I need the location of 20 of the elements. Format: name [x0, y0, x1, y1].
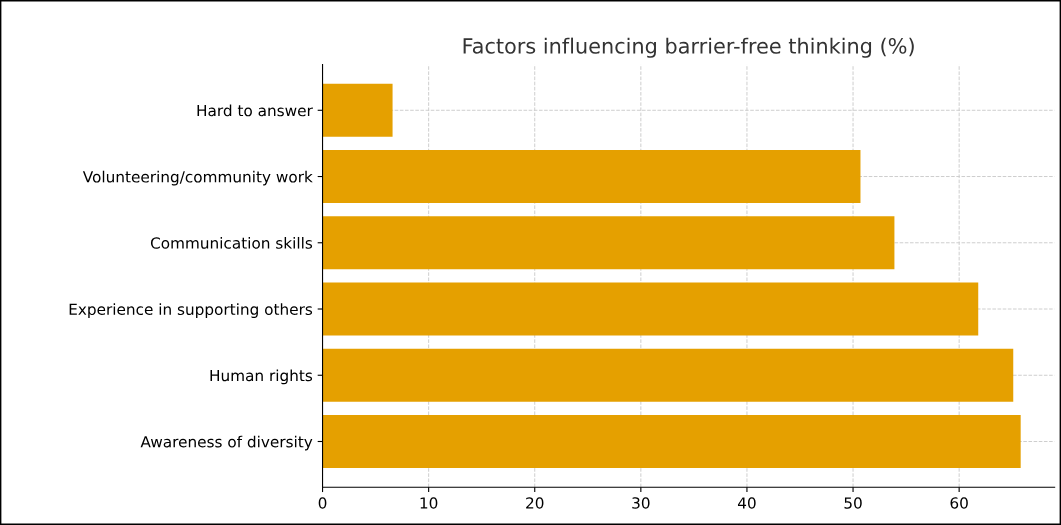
- x-tick-label: 20: [526, 497, 544, 509]
- x-tick-label: 50: [844, 497, 862, 509]
- x-tick-label: 10: [420, 497, 438, 509]
- x-tick-label: 40: [737, 497, 756, 509]
- bar: [322, 348, 1014, 402]
- chart-title: Factors influencing barrier-free thinking (%): [463, 37, 914, 58]
- bar: [322, 150, 861, 204]
- bar: [322, 282, 979, 336]
- y-tick-label: Communication skills: [150, 236, 313, 249]
- y-tick-label: Volunteering/community work: [82, 170, 313, 186]
- x-tick-label: 60: [950, 497, 968, 509]
- x-tick-label: 0: [318, 497, 327, 509]
- x-tick-label: 30: [632, 497, 650, 509]
- bar: [322, 83, 393, 137]
- y-tick-label: Experience in supporting others: [69, 303, 313, 318]
- bar: [322, 415, 1021, 468]
- y-tick-label: Hard to answer: [197, 104, 313, 117]
- bar: [322, 216, 895, 270]
- y-tick-label: Awareness of diversity: [140, 435, 313, 451]
- y-tick-label: Human rights: [210, 369, 313, 385]
